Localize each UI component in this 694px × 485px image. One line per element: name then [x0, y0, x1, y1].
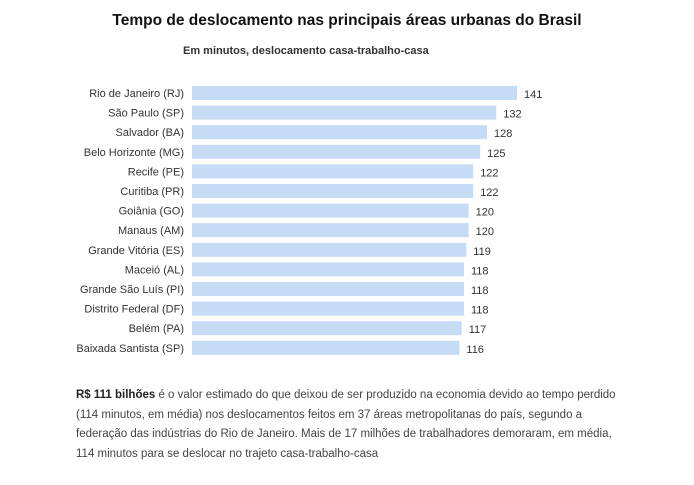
bar-2 [192, 105, 497, 120]
category-label: Baixada Santista (SP) [76, 343, 184, 355]
bar-11 [192, 282, 464, 296]
category-label: Grande Vitória (ES) [88, 245, 184, 257]
bar-13 [192, 321, 462, 336]
category-label: Salvador (BA) [116, 127, 184, 139]
value-label: 122 [480, 167, 498, 179]
footnote-highlight: R$ 111 bilhões [76, 389, 156, 401]
bar-7 [192, 203, 469, 218]
bar-14 [192, 340, 460, 355]
value-label: 120 [476, 207, 494, 219]
category-label: Belo Horizonte (MG) [84, 147, 184, 159]
bar-3 [192, 125, 487, 140]
value-label: 118 [471, 305, 489, 317]
bar-4 [192, 144, 481, 159]
value-label: 118 [471, 285, 489, 297]
category-label: Rio de Janeiro (RJ) [89, 88, 184, 100]
bar-1 [192, 86, 517, 100]
value-label: 117 [469, 324, 487, 336]
chart-subtitle: Em minutos, deslocamento casa-trabalho-c… [183, 45, 429, 57]
category-label: Distrito Federal (DF) [84, 304, 184, 316]
value-label: 125 [487, 148, 505, 160]
bar-12 [192, 301, 464, 316]
value-label: 116 [466, 344, 484, 356]
bar-8 [192, 223, 469, 238]
bar-6 [192, 184, 474, 198]
value-label: 120 [476, 226, 494, 238]
footnote-paragraph: R$ 111 bilhões é o valor estimado do que… [76, 386, 616, 464]
chart-title: Tempo de deslocamento nas principais áre… [112, 12, 582, 29]
bar-5 [192, 164, 474, 179]
value-label: 118 [471, 265, 489, 277]
category-label: Belém (PA) [129, 323, 184, 335]
category-label: Recife (PE) [128, 166, 184, 178]
category-label: Goiânia (GO) [119, 206, 184, 218]
category-label: Maceió (AL) [125, 264, 184, 276]
bar-chart: Rio de Janeiro (RJ) 141 São Paulo (SP) 132 S… [76, 86, 542, 356]
bar-9 [192, 242, 467, 257]
category-label: Manaus (AM) [118, 225, 184, 237]
footnote-text: é o valor estimado do que deixou de ser … [76, 389, 616, 460]
value-label: 128 [494, 128, 512, 140]
category-label: Grande São Luís (PI) [80, 284, 184, 296]
value-label: 122 [480, 187, 498, 199]
category-label: Curitiba (PR) [120, 186, 184, 198]
category-label: São Paulo (SP) [108, 108, 184, 120]
value-label: 119 [473, 246, 491, 258]
value-label: 141 [524, 89, 542, 101]
bar-10 [192, 262, 464, 277]
value-label: 132 [503, 109, 521, 121]
